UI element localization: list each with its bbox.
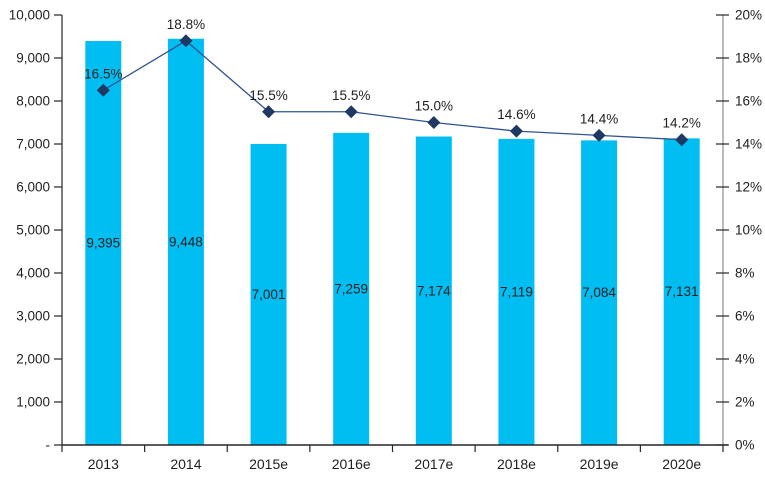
left-axis-tick-label: 3,000 <box>16 309 50 324</box>
bar-2017e <box>415 136 452 445</box>
bar-data-label: 7,174 <box>417 283 451 298</box>
bar-2016e <box>333 132 370 445</box>
percent-data-label: 18.8% <box>167 17 205 32</box>
bar-2015e <box>250 143 287 445</box>
bar-data-label: 9,395 <box>86 236 120 251</box>
right-axis-tick-label: 14% <box>735 137 762 152</box>
percent-data-label: 16.5% <box>84 66 122 81</box>
left-axis-tick-label: 6,000 <box>16 180 50 195</box>
left-axis-tick-label: 9,000 <box>16 51 50 66</box>
line-marker-diamond <box>262 105 276 119</box>
percent-data-label: 14.2% <box>663 116 701 131</box>
left-axis-tick-label: 1,000 <box>16 395 50 410</box>
x-axis-category-label: 2015e <box>249 456 288 472</box>
line-marker-diamond <box>509 124 523 138</box>
line-marker-diamond <box>592 128 606 142</box>
left-axis-tick-label: 7,000 <box>16 137 50 152</box>
x-axis-category-label: 2013 <box>88 456 119 472</box>
left-axis-tick-label: 5,000 <box>16 223 50 238</box>
bar-data-label: 7,001 <box>252 287 286 302</box>
right-axis-tick-label: 12% <box>735 180 762 195</box>
bar-2018e <box>498 138 535 445</box>
right-axis-tick-label: 18% <box>735 51 762 66</box>
left-axis-tick-label: 2,000 <box>16 352 50 367</box>
bar-2013 <box>85 41 122 445</box>
right-axis-tick-label: 4% <box>735 352 755 367</box>
x-axis-category-label: 2020e <box>662 456 701 472</box>
bar-2020e <box>663 138 700 445</box>
left-axis-tick-label: 10,000 <box>9 8 50 23</box>
left-axis-tick-label: 4,000 <box>16 266 50 281</box>
x-axis-category-label: 2014 <box>170 456 201 472</box>
right-axis-tick-label: 6% <box>735 309 755 324</box>
right-axis-tick-label: 0% <box>735 438 755 453</box>
percent-data-label: 15.5% <box>332 88 370 103</box>
left-axis-tick-label: - <box>46 438 51 453</box>
right-axis-tick-label: 8% <box>735 266 755 281</box>
right-axis-tick-label: 20% <box>735 8 762 23</box>
line-marker-diamond <box>344 105 358 119</box>
bar-data-label: 7,131 <box>665 284 699 299</box>
right-axis-tick-label: 10% <box>735 223 762 238</box>
line-marker-diamond <box>427 115 441 130</box>
percent-data-label: 14.4% <box>580 111 618 126</box>
bar-data-label: 9,448 <box>169 234 203 249</box>
x-axis-category-label: 2017e <box>414 456 453 472</box>
line-marker-diamond <box>675 133 689 147</box>
left-axis-tick-label: 8,000 <box>16 94 50 109</box>
bar-data-label: 7,084 <box>582 285 616 300</box>
bar-2019e <box>581 140 618 445</box>
x-axis-category-label: 2018e <box>497 456 536 472</box>
percent-data-label: 15.5% <box>249 88 287 103</box>
line-marker-diamond <box>179 34 193 48</box>
x-axis-category-label: 2016e <box>332 456 371 472</box>
bar-data-label: 7,259 <box>334 281 368 296</box>
right-axis-tick-label: 2% <box>735 395 755 410</box>
line-marker-diamond <box>96 83 110 97</box>
x-axis-category-label: 2019e <box>580 456 619 472</box>
bar-data-label: 7,119 <box>500 284 533 299</box>
percent-data-label: 15.0% <box>415 99 453 114</box>
percent-line-path <box>102 40 682 141</box>
right-axis-tick-label: 16% <box>735 94 762 109</box>
percent-data-label: 14.6% <box>497 107 535 122</box>
bar-2014 <box>167 38 204 446</box>
